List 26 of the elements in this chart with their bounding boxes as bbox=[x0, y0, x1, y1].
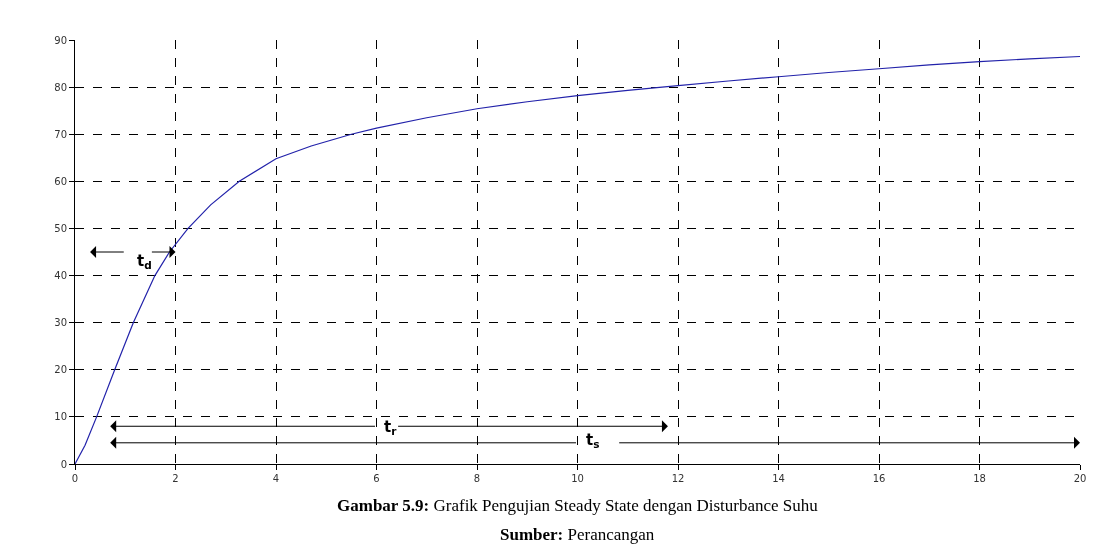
annotation: t$_{r}$ bbox=[384, 418, 398, 438]
y-tick-label: 40 bbox=[54, 270, 67, 282]
y-tick-label: 20 bbox=[54, 364, 67, 376]
x-tick-label: 18 bbox=[973, 473, 986, 484]
x-tick-label: 14 bbox=[772, 473, 785, 484]
x-tick-label: 12 bbox=[671, 473, 685, 484]
y-tick-label: 0 bbox=[60, 458, 67, 470]
annotation: t$_{s}$ bbox=[586, 431, 600, 451]
x-tick-label: 0 bbox=[71, 473, 79, 484]
y-tick-label: 90 bbox=[54, 34, 67, 46]
y-tick-label: 50 bbox=[54, 222, 67, 234]
y-tick-label: 70 bbox=[54, 128, 67, 140]
y-tick-label: 80 bbox=[54, 81, 67, 93]
x-tick-label: 20 bbox=[1073, 473, 1087, 484]
x-tick-label: 6 bbox=[373, 473, 380, 484]
x-tick-label: 10 bbox=[571, 473, 584, 484]
text: Sumber: Perancangan bbox=[500, 525, 655, 544]
annotation: t$_{d}$ bbox=[137, 252, 152, 272]
x-tick-label: 2 bbox=[172, 473, 179, 484]
x-tick-label: 8 bbox=[473, 473, 481, 484]
y-tick-label: 30 bbox=[54, 317, 67, 329]
x-tick-label: 16 bbox=[872, 473, 886, 484]
y-tick-label: 10 bbox=[54, 411, 67, 423]
text: Gambar 5.9: Grafik Pengujian Steady State dengan Disturbance Suhu bbox=[337, 496, 819, 515]
x-tick-label: 4 bbox=[272, 473, 280, 484]
y-tick-label: 60 bbox=[54, 175, 67, 187]
